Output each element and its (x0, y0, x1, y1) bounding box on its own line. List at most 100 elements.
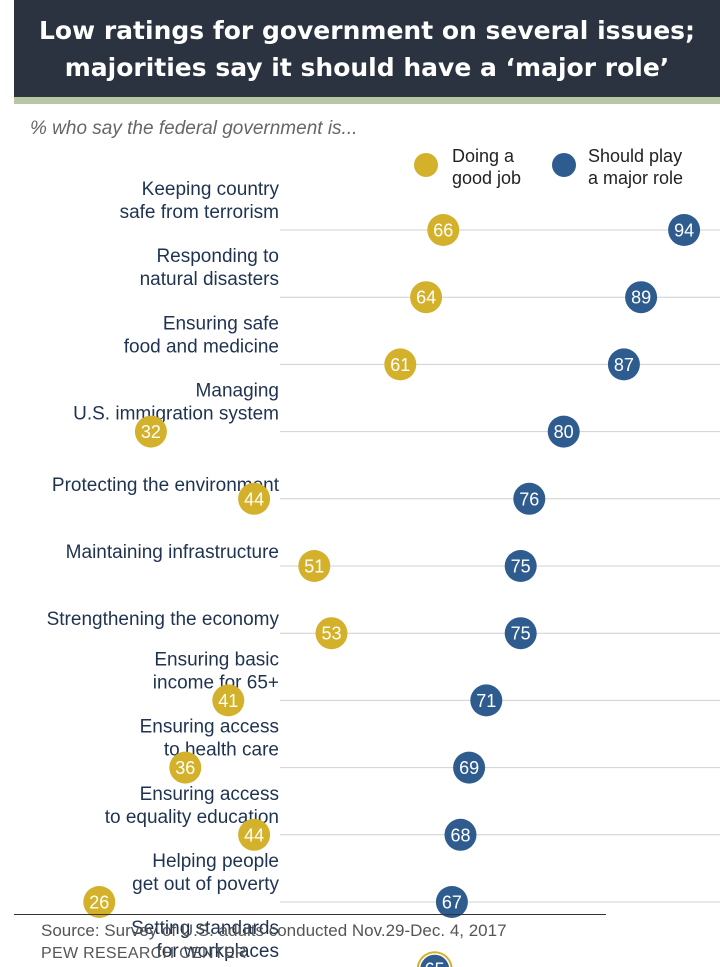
chart-title-line-2: majorities say it should have a ‘major r… (64, 53, 670, 82)
source-note: Source: Survey of U.S. adults conducted … (41, 921, 507, 940)
row-label: Responding to natural disasters (140, 246, 279, 290)
row-label: Setting standards for workplaces (131, 918, 279, 962)
dot-value-label: 32 (141, 422, 161, 442)
dot-overlap-core (420, 954, 450, 967)
dot-major-role: 87 (607, 348, 640, 381)
row-label: Ensuring access to equality education (105, 784, 279, 828)
dot-good-job: 44 (238, 482, 271, 515)
row-label-line: Managing (196, 381, 279, 402)
row-label: Ensuring safe food and medicine (124, 313, 279, 357)
row-label-line: Protecting the environment (52, 475, 280, 496)
dot-marker (668, 214, 701, 246)
title-banner-accent (14, 97, 720, 104)
dot-overlap: 65 (416, 951, 453, 967)
title-banner (14, 0, 720, 97)
dot-good-job: 64 (410, 281, 443, 314)
dot-marker (547, 415, 580, 448)
row-label: Strengthening the economy (47, 609, 280, 630)
row-label-line: income for 65+ (153, 672, 279, 693)
chart-title-line-1: Low ratings for government on several is… (38, 16, 696, 45)
row-label: Protecting the environment (52, 475, 280, 496)
dot-good-job: 51 (298, 550, 331, 582)
org-credit: PEW RESEARCH CENTER (41, 945, 247, 962)
dot-marker (625, 281, 658, 314)
legend-label-major-role-line-2: a major role (588, 168, 684, 188)
row-label-line: Strengthening the economy (47, 609, 280, 630)
dot-marker (504, 550, 537, 582)
dot-major-role: 67 (435, 886, 468, 918)
row-label-line: Keeping country (142, 179, 280, 200)
dot-value-label: 64 (416, 288, 436, 308)
dot-value-label: 87 (614, 355, 634, 375)
dot-good-job: 66 (427, 214, 460, 246)
row-label-line: Helping people (152, 851, 279, 872)
dot-marker (453, 751, 486, 784)
footer-rule (14, 914, 606, 915)
dot-marker (238, 818, 271, 851)
dot-value-label: 26 (89, 893, 109, 913)
legend-label-good-job-line-2: good job (452, 168, 522, 188)
dot-marker (513, 482, 546, 515)
row-label-line: get out of poverty (132, 874, 279, 895)
legend-label-good-job-line-1: Doing a (452, 146, 515, 166)
dot-marker (410, 281, 443, 314)
dot-value-label: 53 (321, 624, 341, 644)
dot-value-label: 69 (459, 758, 479, 778)
dot-marker (134, 415, 167, 448)
dot-value-label: 41 (218, 691, 238, 711)
dot-major-role: 80 (547, 415, 580, 448)
dot-major-role: 75 (504, 617, 537, 650)
dot-value-label: 44 (244, 489, 264, 509)
dot-major-role: 69 (453, 751, 486, 784)
dot-value-label: 89 (631, 288, 651, 308)
row-label-line: natural disasters (140, 269, 279, 290)
dot-marker (435, 886, 468, 918)
dot-marker (504, 617, 537, 650)
row-label: Managing U.S. immigration system (73, 381, 279, 425)
dot-value-label: 75 (511, 624, 531, 644)
row-label: Keeping country safe from terrorism (120, 179, 280, 223)
dot-marker (83, 886, 116, 918)
legend-dot-major-role (552, 153, 576, 177)
row-label: Maintaining infrastructure (66, 542, 279, 563)
row-label-line: for workplaces (157, 941, 280, 962)
dot-major-role: 71 (470, 684, 503, 717)
legend-label-major-role-line-1: Should play (588, 146, 683, 166)
dot-value-label: 65 (425, 960, 445, 967)
dot-good-job: 61 (384, 348, 417, 381)
row-label-line: Maintaining infrastructure (66, 542, 279, 563)
row-label-line: Ensuring access (140, 784, 279, 805)
dot-marker (315, 617, 348, 650)
dot-value-label: 71 (476, 691, 496, 711)
chart-title: Low ratings for government on several is… (14, 12, 720, 86)
dot-value-label: 67 (442, 893, 462, 913)
dot-good-job: 36 (169, 751, 202, 784)
dot-value-label: 44 (244, 825, 264, 845)
dot-marker (607, 348, 640, 381)
row-label-line: to equality education (105, 807, 279, 828)
row-label-line: Setting standards (131, 918, 279, 939)
legend-dot-good-job (414, 153, 438, 177)
dot-major-role: 68 (444, 818, 477, 851)
row-label: Ensuring basic income for 65+ (153, 649, 279, 693)
row-label: Helping people get out of poverty (132, 851, 279, 895)
dot-marker (298, 550, 331, 582)
dot-major-role: 94 (668, 214, 701, 246)
row-label-line: Responding to (156, 246, 279, 267)
dot-value-label: 68 (450, 825, 470, 845)
dot-value-label: 51 (304, 557, 324, 577)
dot-major-role: 76 (513, 482, 546, 515)
row-label-line: Ensuring access (140, 717, 279, 738)
dot-good-job: 32 (134, 415, 167, 448)
dot-value-label: 66 (433, 221, 453, 241)
row-label-line: Ensuring safe (163, 313, 279, 334)
row-label-line: food and medicine (124, 336, 279, 357)
dot-value-label: 75 (511, 557, 531, 577)
dot-marker (384, 348, 417, 381)
dot-good-job: 44 (238, 818, 271, 851)
chart-subtitle: % who say the federal government is... (30, 118, 358, 139)
dot-marker (212, 684, 245, 717)
dot-value-label: 94 (674, 221, 694, 241)
dot-marker (169, 751, 202, 784)
